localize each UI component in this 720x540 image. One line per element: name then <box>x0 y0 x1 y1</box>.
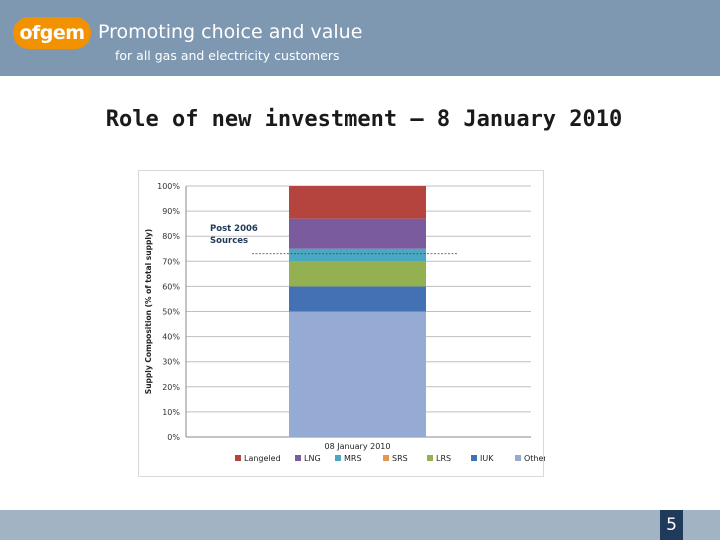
chart-frame: 0% 10% 20% 30% 40% 50% 60% 70% 80% 90% 100% Supply … <box>138 170 545 477</box>
y-tick-label: 50% <box>162 308 180 317</box>
y-tick-label: 60% <box>162 282 180 291</box>
logo-text: ofgem <box>19 22 85 44</box>
legend-swatch-mrs <box>335 455 341 461</box>
y-tick-label: 40% <box>162 333 180 342</box>
legend-label-srs: SRS <box>392 454 408 463</box>
bar-segment-other <box>289 311 426 437</box>
y-tick-label: 10% <box>162 408 180 417</box>
bar-segment-lrs <box>289 261 426 287</box>
y-axis-label: Supply Composition (% of total supply) <box>144 229 153 394</box>
bar-segment-langeled <box>289 186 426 219</box>
bar-segment-lng <box>289 218 426 249</box>
legend-swatch-lng <box>295 455 301 461</box>
legend-label-mrs: MRS <box>344 454 362 463</box>
y-tick-label: 0% <box>167 433 180 442</box>
y-tick-label: 70% <box>162 257 180 266</box>
legend-swatch-langeled <box>235 455 241 461</box>
bar-segment-iuk <box>289 286 426 312</box>
bar-segment-mrs <box>289 248 426 262</box>
y-tick-label: 80% <box>162 232 180 241</box>
legend-label-other: Other <box>524 454 545 463</box>
legend-swatch-lrs <box>427 455 433 461</box>
page-number: 5 <box>666 515 677 535</box>
tagline-line-2: for all gas and electricity customers <box>115 48 340 63</box>
legend-swatch-iuk <box>471 455 477 461</box>
stacked-bar-chart: 0% 10% 20% 30% 40% 50% 60% 70% 80% 90% 100% Supply … <box>144 182 545 463</box>
legend-swatch-other <box>515 455 521 461</box>
ofgem-logo: ofgem <box>13 17 91 49</box>
legend-swatch-srs <box>383 455 389 461</box>
tagline-line-1: Promoting choice and value <box>98 21 363 43</box>
y-tick-label: 20% <box>162 383 180 392</box>
legend-label-lrs: LRS <box>436 454 451 463</box>
page-number-box: 5 <box>660 510 683 540</box>
legend-label-langeled: Langeled <box>244 454 281 463</box>
annotation-line-2: Sources <box>210 236 248 246</box>
y-tick-label: 100% <box>157 182 180 191</box>
legend-label-iuk: IUK <box>480 454 494 463</box>
annotation-line-1: Post 2006 <box>210 224 258 234</box>
x-category-label: 08 January 2010 <box>325 442 391 451</box>
y-tick-label: 90% <box>162 207 180 216</box>
header-banner: ofgem Promoting choice and value for all… <box>0 0 720 76</box>
y-tick-label: 30% <box>162 358 180 367</box>
slide-title: Role of new investment – 8 January 2010 <box>105 107 623 132</box>
legend-label-lng: LNG <box>304 454 321 463</box>
footer-bar <box>0 510 720 540</box>
